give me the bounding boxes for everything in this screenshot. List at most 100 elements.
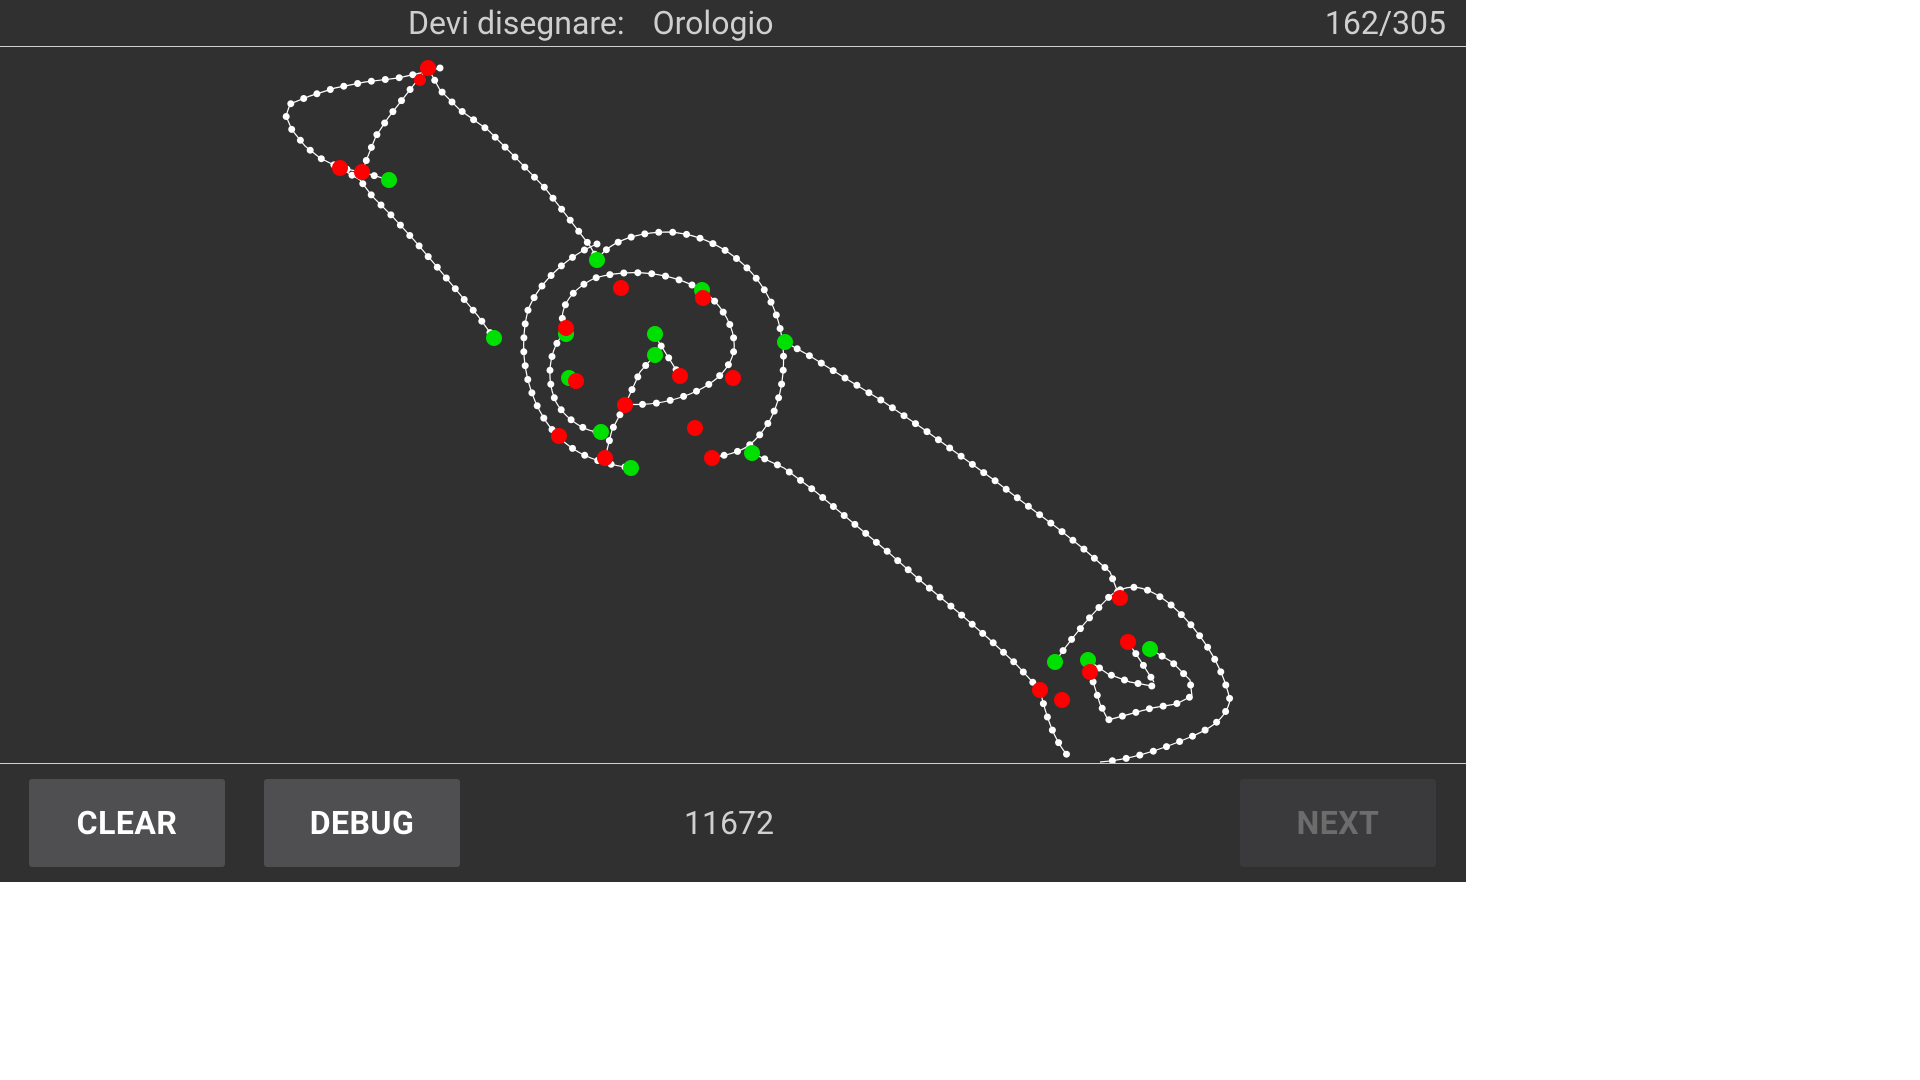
sketch-vertex xyxy=(716,372,724,380)
sketch-vertex xyxy=(387,211,395,219)
sketch-vertex xyxy=(1095,604,1103,611)
sketch-vertex xyxy=(381,76,389,83)
sketch-vertex xyxy=(528,389,536,397)
clear-button[interactable]: CLEAR xyxy=(29,779,225,867)
sketch-vertex xyxy=(1132,650,1140,658)
sketch-vertex xyxy=(634,373,642,381)
sketch-vertex xyxy=(458,108,466,115)
sketch-vertex xyxy=(381,119,389,127)
sketch-vertex xyxy=(1019,668,1027,676)
sketch-vertex xyxy=(1108,757,1116,765)
sketch-vertex xyxy=(1222,708,1230,715)
sketch-vertex xyxy=(567,416,575,424)
sketch-vertex xyxy=(511,153,519,161)
sketch-vertex xyxy=(1069,536,1077,544)
debug-button[interactable]: DEBUG xyxy=(264,779,460,867)
sketch-vertex xyxy=(793,345,801,353)
sketch-vertex xyxy=(1029,678,1037,686)
drawing-canvas[interactable] xyxy=(0,47,1466,765)
sketch-vertex xyxy=(1000,648,1007,656)
sketch-vertex xyxy=(415,242,423,250)
sketch-vertex xyxy=(968,460,976,468)
sketch-vertex xyxy=(282,113,290,120)
sketch-vertex xyxy=(642,362,650,369)
sketch-vertex xyxy=(805,352,813,360)
sketch-vertex xyxy=(817,359,825,367)
sketch-vertex xyxy=(1080,545,1088,553)
sketch-vertex xyxy=(1173,700,1181,707)
sketch-vertex xyxy=(721,246,729,254)
sketch-vertex xyxy=(431,76,439,84)
sketch-vertex xyxy=(877,396,885,404)
sketch-vertex xyxy=(1024,502,1032,510)
sketch-vertex xyxy=(841,374,849,382)
sketch-vertex xyxy=(1226,694,1234,702)
sketch-vertex xyxy=(688,281,696,289)
sketch-vertex xyxy=(557,406,565,414)
sketch-vertex xyxy=(639,400,646,408)
sketch-vertex xyxy=(628,386,636,394)
sketch-endpoints xyxy=(332,60,1158,708)
sketch-vertex xyxy=(776,325,784,332)
sketch-vertex xyxy=(1196,632,1204,640)
sketch-vertex xyxy=(1109,575,1117,583)
prompt: Devi disegnare: Orologio xyxy=(408,4,773,42)
sketch-vertex xyxy=(1132,708,1140,716)
sketch-vertex xyxy=(915,575,923,583)
sketch-vertex xyxy=(580,246,588,254)
sketch-vertex xyxy=(1211,655,1219,663)
sketch-vertex xyxy=(547,380,555,388)
sketch-vertex xyxy=(306,146,314,154)
sketch-vertex xyxy=(1055,739,1063,747)
sketch-vertex xyxy=(797,476,804,484)
header-bar: Devi disegnare: Orologio 162/305 xyxy=(0,0,1466,47)
sketch-vertex xyxy=(1217,668,1225,676)
sketch-vertex xyxy=(1163,743,1170,751)
sketch-vertex xyxy=(666,396,674,404)
sketch-vertex xyxy=(370,172,378,180)
sketch-vertex xyxy=(569,444,576,452)
next-button[interactable]: NEXT xyxy=(1240,779,1436,867)
sketch-vertex xyxy=(326,86,334,93)
sketch-vertex xyxy=(1180,670,1188,678)
sketch-vertex xyxy=(1176,738,1184,745)
sketch-vertex xyxy=(989,639,997,647)
sketch-vertex xyxy=(1047,519,1055,527)
sketch-vertex xyxy=(317,155,325,163)
sketch-vertex xyxy=(711,297,719,305)
sketch-vertex xyxy=(808,485,816,493)
sketch-vertex xyxy=(481,124,489,132)
sketch-vertex xyxy=(923,428,931,436)
sketch-vertex xyxy=(904,566,912,574)
sketch-vertex xyxy=(724,361,732,369)
sketch-vertex xyxy=(1098,704,1106,712)
sketch-vertex xyxy=(359,180,367,188)
sketch-vertex xyxy=(605,437,613,445)
sketch-vertex xyxy=(627,233,635,241)
sketch-vertex xyxy=(934,436,942,444)
sketch-vertex xyxy=(957,452,965,460)
sketch-vertex xyxy=(1002,485,1010,493)
sketch-vertex xyxy=(579,423,587,431)
sketch-vertex xyxy=(1158,652,1166,660)
sketch-vertex xyxy=(540,414,548,422)
sketch-vertex xyxy=(561,301,569,309)
sketch-vertex xyxy=(772,311,780,319)
sketch-vertex xyxy=(409,71,417,79)
sketch-vertex xyxy=(657,342,665,350)
sketch-vertex xyxy=(936,593,944,601)
sketch-vertex xyxy=(705,380,713,388)
sketch-vertex xyxy=(1068,635,1076,643)
sketch-vertex xyxy=(491,133,499,141)
sketch-vertex xyxy=(980,469,988,477)
prompt-word: Orologio xyxy=(652,4,774,42)
sketch-vertex xyxy=(1036,511,1044,519)
sketch-vertex xyxy=(770,407,778,415)
sketch-vertex xyxy=(756,431,764,439)
sketch-vertex xyxy=(524,376,532,383)
sketch-vertex xyxy=(1105,716,1113,724)
sketch-vertex xyxy=(829,367,837,375)
sketch-vertex xyxy=(634,269,642,277)
sketch-vertex xyxy=(652,399,660,407)
sketch-vertex xyxy=(547,272,555,279)
